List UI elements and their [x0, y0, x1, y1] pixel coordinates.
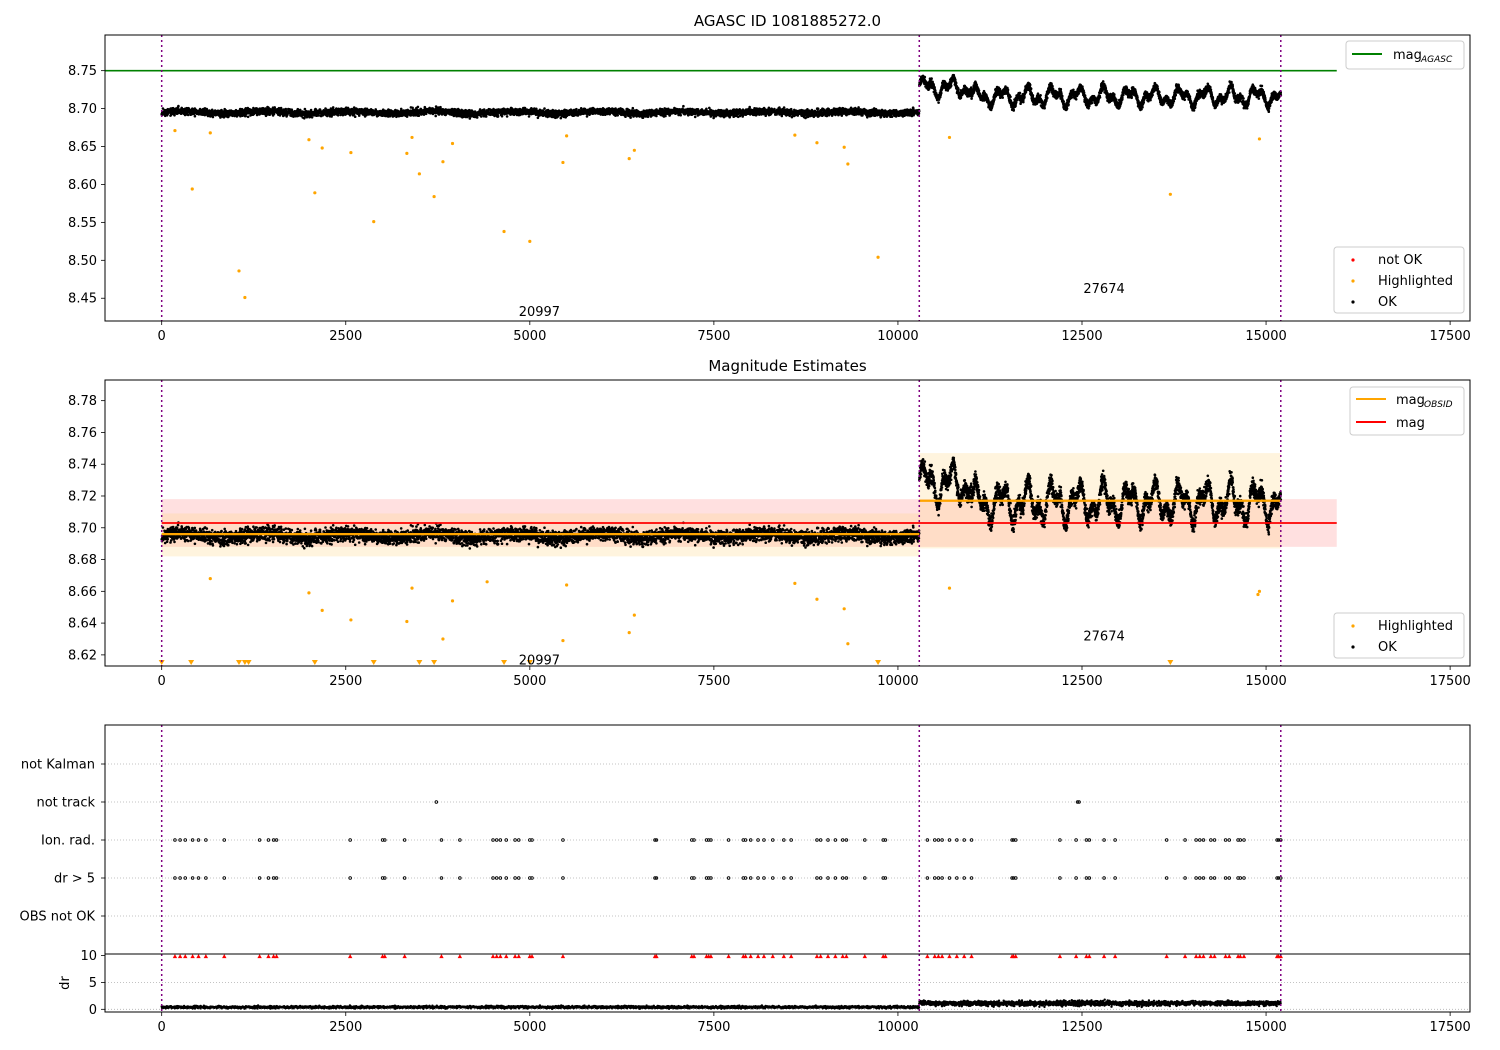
ok-point: [186, 113, 190, 117]
ok-point: [616, 114, 619, 117]
ok-point: [417, 114, 421, 117]
ok-point: [782, 106, 786, 109]
ok-point: [331, 106, 335, 109]
ok-point: [816, 107, 820, 110]
ok-point: [748, 105, 751, 109]
ok-point: [352, 113, 356, 116]
ok-point: [193, 114, 197, 118]
ok-point: [475, 116, 479, 119]
ok-point: [273, 106, 277, 109]
ok-point: [336, 114, 340, 117]
ok-point: [484, 115, 488, 118]
ok-point: [173, 114, 176, 117]
ok-point: [543, 107, 546, 110]
ok-point: [439, 105, 442, 109]
ok-point: [664, 114, 667, 118]
ok-point: [496, 115, 500, 118]
panel-1-points: [160, 73, 1283, 300]
ok-point: [290, 108, 294, 111]
ok-point: [353, 115, 357, 118]
ok-point: [629, 116, 632, 119]
ok-point: [177, 104, 180, 108]
ok-point: [416, 105, 420, 109]
ok-point: [505, 115, 509, 118]
ok-point: [624, 115, 627, 118]
ok-point: [527, 115, 531, 118]
ok-point: [585, 115, 589, 118]
ok-point: [211, 115, 215, 119]
ok-point: [575, 107, 578, 111]
ok-point: [631, 106, 635, 110]
ok-point: [284, 107, 288, 111]
ok-point: [480, 115, 483, 118]
ok-point: [693, 115, 697, 119]
ok-point: [682, 104, 685, 108]
ok-point: [310, 116, 314, 119]
ok-point: [679, 113, 682, 117]
ok-point: [246, 115, 250, 119]
ok-point: [655, 114, 658, 118]
ok-point: [434, 114, 438, 118]
ok-point: [210, 108, 214, 112]
ok-point: [244, 114, 247, 118]
ok-point: [559, 116, 563, 120]
